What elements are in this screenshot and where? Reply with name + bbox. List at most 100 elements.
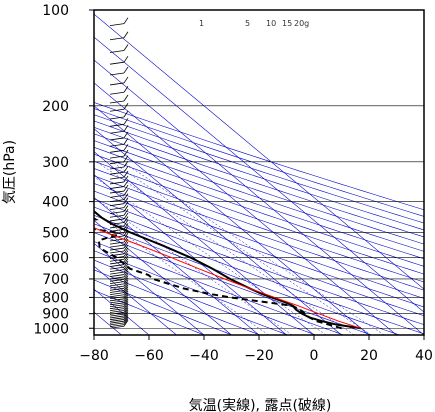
temperature-line [94,209,362,330]
y-tick-label: 1000 [33,321,69,337]
wind-barb-flag [123,31,129,38]
dry-adiabat-line [94,168,424,283]
wind-barb [109,258,125,262]
wind-barb-flag [123,165,129,173]
y-tick-label: 300 [42,155,69,171]
wind-barb-flag [123,302,129,309]
wind-barb [109,313,125,317]
dry-adiabat-line [94,206,424,325]
mixing-ratio-label: 15 [282,19,292,28]
wind-barb [109,306,125,310]
wind-barb-flag [123,286,129,293]
wind-barb [109,82,125,86]
mixing-ratio-label: 20g [294,19,309,28]
wind-barb [109,324,125,327]
isotherm-line [94,36,424,313]
wind-barb-flag [123,250,129,257]
wind-barb [109,207,125,211]
wind-barb-flag [123,86,129,93]
wind-barb-flag [123,184,129,192]
wind-barb [109,269,125,273]
y-tick-label: 600 [42,251,69,267]
wind-barb-flag [123,235,129,243]
wind-barb [109,310,125,313]
wind-barb [109,72,125,76]
wind-barb [109,50,125,53]
x-tick-label: −80 [79,348,109,364]
wind-barb-flag [123,318,129,325]
wind-barb [109,300,125,304]
wind-barb-flag [123,241,129,249]
wind-barb-flag [123,247,129,255]
y-tick-label: 400 [42,195,69,211]
wind-barb [109,176,125,180]
wind-barb-flag [123,103,129,110]
wind-barb-flag [123,138,129,145]
y-tick-label: 700 [42,272,69,288]
wind-barb [109,281,125,285]
x-axis-ticks: −80 −60 −40 −20 0 20 40 [79,335,433,364]
wind-barb [109,283,125,287]
wind-barb-flag [123,44,129,51]
wind-barb-flag [123,55,129,63]
wind-barb-flag [123,180,129,187]
wind-barb-flag [123,144,129,151]
wind-barb-flag [123,17,129,24]
dry-adiabat-line [94,140,424,252]
wind-barb [109,308,125,311]
wind-barb-flag [123,296,129,304]
wind-barb-flag [123,304,129,311]
wind-barb [109,214,125,218]
wind-barb [109,322,125,326]
isotherm-line [94,105,370,335]
wind-barb-flag [123,197,129,204]
wind-barb-flag [123,306,129,313]
dry-adiabat-line [94,198,424,317]
wind-barb [109,130,125,134]
wind-barb [109,315,125,319]
wind-barb-flag [123,292,129,300]
wind-barb [109,232,125,236]
dry-adiabat-line [94,108,424,217]
wind-barb-flag [123,309,129,317]
y-tick-label: 500 [42,225,69,241]
wind-barb [109,276,125,280]
isotherm-line [94,220,232,335]
wind-barb [109,116,125,120]
wind-barb-flag [123,94,129,102]
mixing-ratio-line [94,176,327,335]
isotherm-line [94,82,397,335]
wind-barb-flag [123,288,129,295]
mixing-ratio-labels: 1 5 10 15 20g [199,19,309,28]
wind-barb-flag [123,268,129,275]
wind-barb [109,161,125,165]
wind-barb [109,37,125,41]
wind-barb [109,302,125,306]
wind-barb [109,241,125,245]
wind-barb [109,304,125,308]
wind-barb-flag [123,298,129,305]
y-tick-label: 100 [42,3,69,19]
x-tick-label: 40 [415,348,433,364]
wind-barb [109,190,125,194]
wind-barb [109,211,125,214]
y-tick-label: 900 [42,307,69,323]
wind-barb-flag [123,311,129,318]
wind-barb [109,61,125,65]
wind-barb-flag [123,125,129,132]
mixing-ratio-line [122,161,385,335]
dry-adiabat-line [94,250,316,335]
wind-barb [109,108,125,112]
wind-barb-flag [123,193,129,200]
wind-barb [109,166,125,170]
wind-barb-flag [123,273,129,280]
wind-barb [109,298,125,302]
dry-adiabat-line [94,146,424,260]
wind-barb [109,149,125,153]
wind-barb-flag [123,316,129,324]
wind-barb [109,250,125,254]
x-tick-label: −40 [189,348,219,364]
wind-barb-flag [123,66,129,74]
dry-adiabat-line [94,259,289,335]
